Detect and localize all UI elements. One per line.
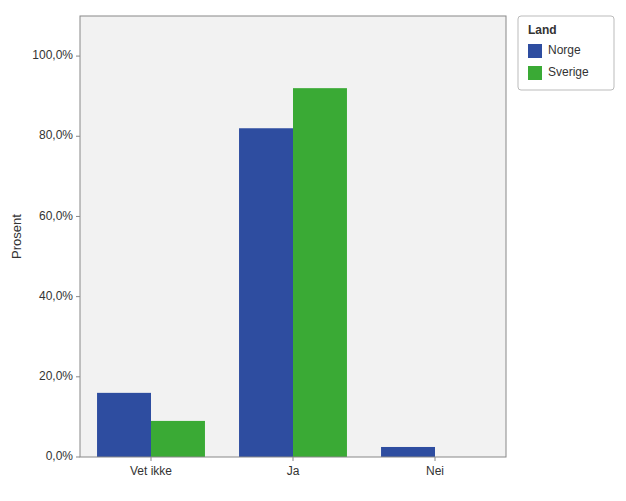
legend-box — [518, 16, 614, 90]
y-tick — [76, 216, 80, 217]
y-tick-label: 100,0% — [32, 48, 73, 62]
bar — [97, 393, 151, 457]
y-tick-label: 0,0% — [46, 449, 74, 463]
plot-background — [80, 16, 506, 457]
y-tick-label: 60,0% — [39, 209, 73, 223]
chart-svg: 0,0% 20,0% 40,0% 60,0% 80,0% 100,0% Prosent Vet… — [0, 0, 626, 501]
chart-container: 0,0% 20,0% 40,0% 60,0% 80,0% 100,0% Prosent Vet… — [0, 0, 626, 501]
x-tick-label: Nei — [426, 464, 444, 478]
y-axis: 0,0% 20,0% 40,0% 60,0% 80,0% 100,0% — [32, 48, 80, 463]
bar — [293, 88, 347, 457]
x-tick — [151, 457, 152, 461]
x-tick-label: Vet ikke — [130, 464, 172, 478]
x-tick — [293, 457, 294, 461]
bar — [239, 128, 293, 457]
y-tick — [76, 457, 80, 458]
y-tick — [76, 376, 80, 377]
bar — [151, 421, 205, 457]
x-tick — [435, 457, 436, 461]
legend: Land Norge Sverige — [518, 16, 614, 90]
legend-label: Norge — [548, 43, 581, 57]
y-tick — [76, 136, 80, 137]
y-tick-label: 20,0% — [39, 369, 73, 383]
legend-title: Land — [528, 23, 557, 37]
x-tick-label: Ja — [287, 464, 300, 478]
bar — [381, 447, 435, 457]
legend-label: Sverige — [548, 65, 589, 79]
y-tick-label: 80,0% — [39, 128, 73, 142]
x-axis: Vet ikke Ja Nei — [130, 457, 444, 478]
plot-frame — [80, 16, 506, 457]
legend-swatch — [528, 66, 542, 80]
y-tick-label: 40,0% — [39, 289, 73, 303]
y-axis-label: Prosent — [9, 214, 24, 259]
page: {"chart_data": {"type": "bar", "ylabel":… — [0, 0, 626, 501]
bars — [97, 88, 435, 457]
y-tick — [76, 296, 80, 297]
legend-swatch — [528, 44, 542, 58]
y-tick — [76, 56, 80, 57]
